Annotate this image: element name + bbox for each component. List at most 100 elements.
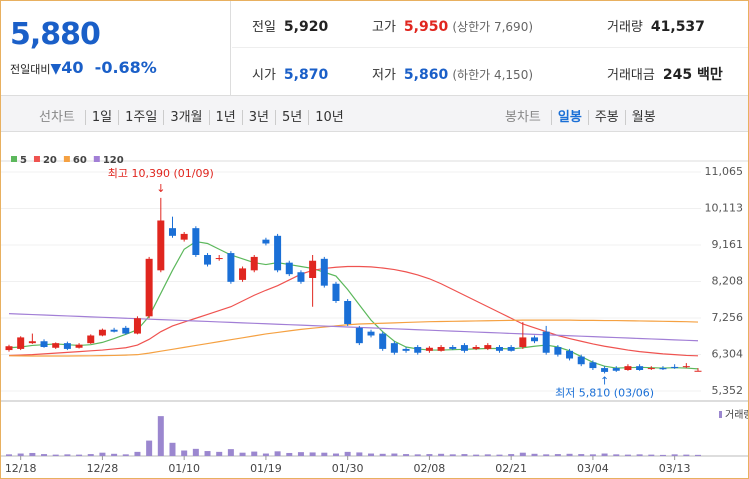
volume-bar [181, 450, 188, 456]
candle-chart-label: 봉차트 [505, 110, 541, 125]
volume-bar [648, 454, 655, 456]
period-button[interactable]: 1년 [208, 110, 242, 125]
volume-bar [146, 440, 153, 456]
candle-body [612, 368, 620, 371]
legend-label: 20 [43, 155, 57, 166]
candle-body [110, 329, 118, 332]
x-tick-label: 02/08 [414, 462, 446, 475]
volume-bar [239, 452, 246, 456]
stat-label: 거래대금 [607, 68, 655, 83]
volume-bar [391, 453, 398, 456]
period-button[interactable]: 3개월 [163, 110, 209, 125]
y-tick-label: 10,113 [705, 201, 744, 214]
stat: 고가 5,950 (상한가 7,690) [372, 16, 533, 35]
period-button[interactable]: 10년 [308, 110, 350, 125]
candle-period-button[interactable]: 일봉 [550, 110, 588, 125]
period-button[interactable]: 3년 [241, 110, 275, 125]
volume-bar [111, 453, 118, 456]
candle-body [157, 220, 165, 271]
candle-body [495, 346, 503, 351]
volume-bar [554, 454, 561, 456]
volume-bar [122, 454, 129, 456]
stat-label: 시가 [252, 68, 276, 83]
volume-bar [297, 452, 304, 456]
volume-bar [227, 449, 234, 456]
volume-bar [659, 454, 666, 456]
volume-bar [695, 454, 701, 456]
volume-bar [29, 452, 36, 456]
header: 5,880 전일대비▼40 -0.68% 전일 5,920 고가 5,950 (상한가… [1, 1, 748, 96]
volume-bar [41, 454, 48, 456]
price-block: 5,880 전일대비▼40 -0.68% [1, 1, 231, 96]
candle-body [437, 346, 445, 351]
candle-body [554, 346, 562, 355]
volume-bar [484, 454, 491, 456]
volume-bar [17, 453, 24, 456]
moving-average-line [8, 240, 699, 370]
volume-bar [169, 442, 176, 456]
volume-bar [543, 454, 550, 456]
volume-bar [192, 448, 199, 456]
volume-bar [461, 454, 468, 456]
y-tick-label: 8,208 [712, 275, 744, 288]
volume-bar [636, 454, 643, 456]
candle-body [344, 300, 352, 324]
candle-body [542, 331, 550, 353]
volume-bar [356, 452, 363, 456]
candle-body [671, 366, 679, 369]
candle-body [239, 268, 247, 280]
candle-body [274, 235, 282, 271]
candle-body [332, 283, 340, 301]
stat-label: 거래량 [607, 20, 643, 35]
volume-bar [99, 452, 106, 456]
volume-bar [613, 454, 620, 456]
volume-bar [414, 454, 421, 456]
y-tick-label: 11,065 [705, 165, 744, 178]
moving-average-line [8, 313, 699, 342]
candle-body [577, 356, 585, 365]
x-tick-label: 03/13 [659, 462, 691, 475]
candle-body [250, 256, 258, 271]
volume-bar [332, 453, 339, 456]
volume-label: 거래량 [725, 409, 748, 421]
stat: 저가 5,860 (하한가 4,150) [372, 64, 533, 83]
candle-body [262, 239, 270, 244]
volume-bar [671, 454, 678, 456]
candle-period-button[interactable]: 월봉 [624, 110, 662, 125]
volume-bar [204, 451, 211, 456]
candle-body [589, 362, 597, 369]
candle-body [297, 272, 305, 282]
change-label: 전일대비 [10, 63, 51, 76]
price: 5,880 [10, 17, 101, 52]
x-tick-label: 01/10 [168, 462, 200, 475]
stat-label: 전일 [252, 20, 276, 35]
chart: 5,352 6,304 7,256 8,208 9,161 10,113 11,065 12/… [1, 155, 748, 475]
period-button[interactable]: 1주일 [118, 110, 164, 125]
candle-body [40, 341, 48, 347]
candle-group: 봉차트 일봉 주봉 월봉 [499, 106, 662, 125]
volume-bar [438, 453, 445, 456]
volume-bar [496, 454, 503, 456]
candle-body [168, 228, 176, 236]
period-button[interactable]: 1일 [84, 110, 119, 125]
y-tick-label: 5,352 [712, 384, 744, 397]
candle-body [285, 262, 293, 275]
candle-body [192, 228, 200, 255]
candle-body [28, 341, 36, 344]
legend-label: 5 [20, 155, 27, 166]
candle-body [355, 327, 363, 344]
legend-swatch [11, 156, 17, 162]
candle-body [519, 337, 527, 347]
stats-row: 시가 5,870 저가 5,860 (하한가 4,150) 거래대금 245 백만 [232, 49, 748, 96]
volume-bar [64, 454, 71, 456]
volume-bar [216, 451, 223, 456]
candle-body [507, 346, 515, 351]
change-value: 40 [61, 58, 84, 77]
candle-period-button[interactable]: 주봉 [587, 110, 625, 125]
change: 전일대비▼40 -0.68% [10, 58, 157, 77]
volume-bar [344, 451, 351, 456]
candle-body [320, 258, 328, 286]
period-button[interactable]: 5년 [275, 110, 309, 125]
candle-body [682, 366, 690, 368]
